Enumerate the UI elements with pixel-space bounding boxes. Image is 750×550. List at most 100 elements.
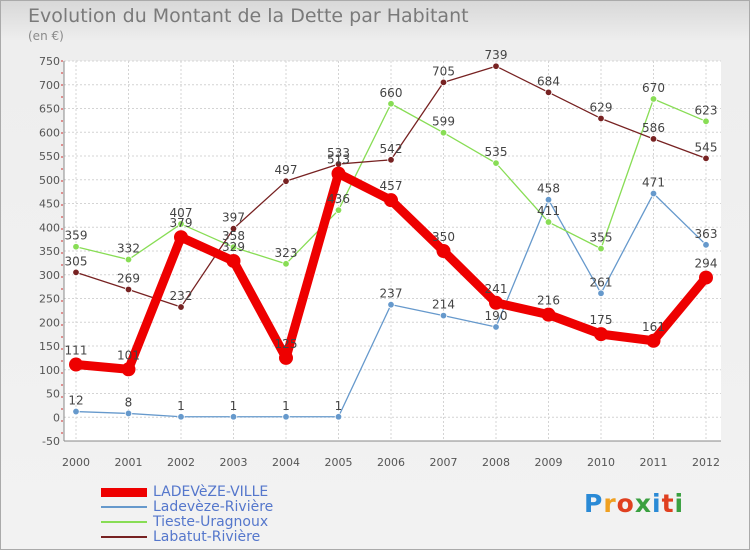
data-label: 684 [537,74,560,88]
data-point [649,135,658,143]
data-label: 411 [537,204,560,218]
legend-swatch [101,506,147,508]
data-point [649,189,658,198]
data-point [439,129,448,137]
data-label: 599 [432,115,455,129]
data-label: 363 [695,227,718,241]
data-point [124,409,133,418]
data-label: 329 [222,240,245,254]
legend-label: Ladevèze-Rivière [153,499,274,515]
data-label: 1 [177,399,185,413]
legend-swatch [101,536,147,538]
data-point [541,307,556,322]
data-label: 101 [117,348,140,362]
x-tick-label: 2001 [115,456,143,469]
data-label: 237 [380,287,403,301]
y-tick-label: 550 [39,150,60,163]
y-tick-label: 700 [39,79,60,92]
logo-letter: P [584,489,604,518]
data-label: 660 [380,86,403,100]
data-point [492,323,500,331]
x-tick-label: 2006 [377,456,405,469]
y-tick-label: 0 [53,411,60,424]
data-label: 1 [282,399,290,413]
data-label: 545 [695,140,718,154]
logo-letter: i [674,489,685,518]
axes: -50 0 50 100 150 200 250 300 350 400 450 500 550 600 6… [39,55,721,469]
data-point [331,166,346,181]
data-label: 1 [230,399,238,413]
logo-letter: o [616,489,635,518]
data-point [334,413,343,421]
x-tick-label: 2005 [325,456,353,469]
x-tick-label: 2000 [62,456,90,469]
data-point [439,311,448,320]
y-tick-label: 650 [39,103,60,116]
y-tick-label: 150 [39,340,60,353]
data-point [439,78,448,87]
logo-letter: x [634,489,652,518]
x-tick-label: 2003 [220,456,248,469]
x-tick-label: 2004 [272,456,300,469]
data-point [387,300,395,309]
data-point [124,285,133,294]
data-label: 111 [65,344,88,358]
data-point [177,303,185,311]
data-label: 241 [485,282,508,296]
data-point [594,327,608,342]
data-point [121,362,136,377]
data-point [649,95,658,103]
data-point [387,100,395,108]
y-tick-label: 600 [39,126,60,139]
data-point [282,260,290,268]
data-label: 175 [590,313,613,327]
data-label: 305 [65,254,88,268]
x-tick-label: 2010 [587,456,615,469]
data-point [124,255,133,264]
data-label: 125 [275,337,298,351]
data-label: 1 [335,399,343,413]
data-point [282,177,290,185]
logo-letter: i [652,489,662,518]
data-point [72,268,80,277]
data-point [544,88,553,97]
data-point [282,413,290,421]
y-tick-label: 450 [39,198,60,211]
data-point [702,117,710,126]
y-tick-label: 300 [39,269,60,282]
data-point [384,193,398,208]
data-label: 359 [65,229,88,243]
data-label: 358 [222,229,245,243]
data-point [72,407,80,416]
data-point [702,241,710,249]
data-label: 436 [327,192,350,206]
data-point [702,154,710,163]
x-tick-label: 2007 [430,456,458,469]
data-label: 739 [485,48,508,62]
data-label: 497 [275,163,298,177]
legend-label: LADEVèZE-VILLE [153,484,269,500]
data-label: 332 [117,242,140,256]
data-point [279,350,293,365]
series-lines [69,62,713,421]
data-label: 542 [380,142,403,156]
proxiti-logo: Proxiti [584,489,684,518]
data-label: 471 [642,176,665,190]
data-point [72,243,80,251]
chart-title: Evolution du Montant de la Dette par Hab… [28,5,469,27]
y-tick-label: 250 [39,293,60,306]
data-point [69,357,83,372]
data-point [177,413,185,421]
x-tick-label: 2009 [535,456,563,469]
data-label: 586 [642,121,665,135]
data-label: 323 [275,246,298,260]
data-point [229,413,238,421]
x-tick-label: 2012 [692,456,720,469]
data-point [226,253,241,268]
data-label: 513 [327,153,350,167]
data-point [489,295,503,310]
data-label: 407 [170,206,193,220]
data-label: 232 [170,289,193,303]
